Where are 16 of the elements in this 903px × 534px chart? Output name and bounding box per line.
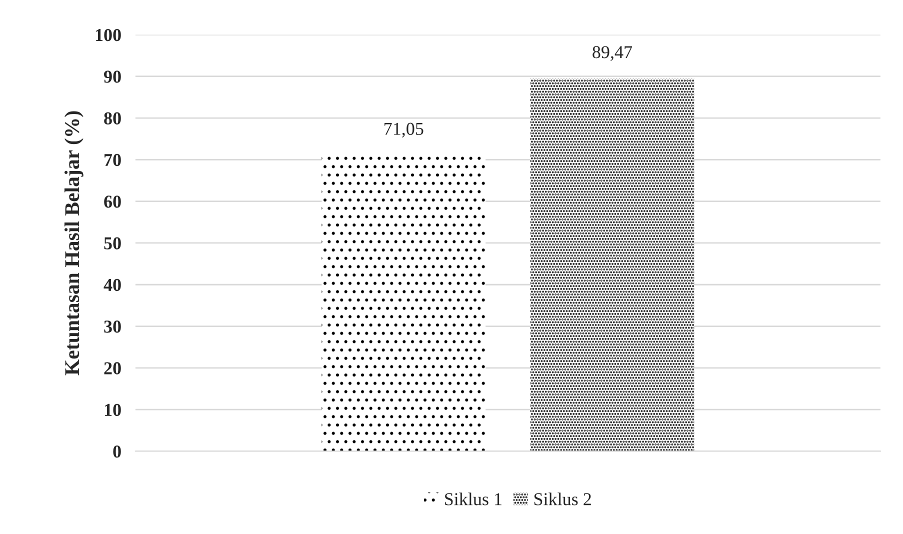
- data-label: 71,05: [384, 122, 424, 138]
- y-tick-label: 30: [104, 320, 121, 333]
- y-tick-label: 60: [104, 196, 121, 208]
- legend-label: Siklus 1: [445, 492, 502, 506]
- y-tick-label: 50: [104, 237, 121, 250]
- y-tick-label: 10: [104, 404, 121, 416]
- y-tick-label: 90: [104, 70, 121, 83]
- data-label: 89,47: [592, 46, 632, 61]
- y-tick-label: 20: [104, 362, 121, 374]
- y-tick-label: 80: [104, 112, 121, 124]
- y-tick-label: 40: [104, 278, 121, 292]
- y-tick-label: 70: [104, 154, 121, 166]
- y-axis-title: Ketuntasan Hasil Belajar (%): [64, 111, 84, 376]
- y-tick-label: 0: [113, 445, 121, 458]
- y-tick-label: 100: [96, 28, 121, 42]
- legend-label: Siklus 2: [534, 492, 591, 506]
